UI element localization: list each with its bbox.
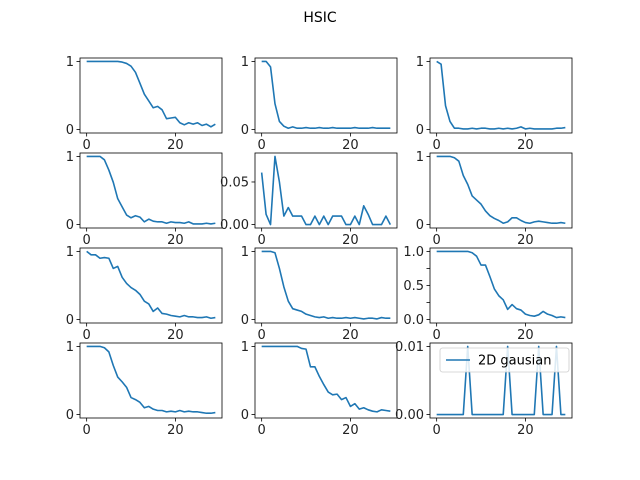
axes-frame: [429, 342, 573, 419]
y-tick-label: 1: [66, 55, 74, 70]
y-tick-label: 0.00: [220, 218, 249, 233]
y-tick-label: 0: [66, 123, 74, 138]
series-line-0: [260, 155, 392, 226]
axes-frame: [79, 152, 223, 229]
x-tick-label: 20: [342, 328, 359, 343]
x-tick-label: 0: [258, 138, 266, 153]
x-tick-label: 20: [342, 233, 359, 248]
x-tick-label: 20: [167, 328, 184, 343]
axes-frame: [79, 247, 223, 324]
subplot-1-1: 0 20 0.00 0.05: [220, 152, 398, 248]
x-tick-label: 0: [433, 233, 441, 248]
subplot-3-0: 0 20 0 1: [66, 340, 223, 438]
x-tick-label: 20: [167, 423, 184, 438]
axes-frame: [79, 57, 223, 134]
y-tick-label: 1: [241, 340, 249, 355]
x-tick-label: 20: [517, 328, 534, 343]
y-tick-label: 1: [241, 55, 249, 70]
legend-entry: 2D gausian: [478, 354, 551, 369]
x-tick-label: 0: [258, 423, 266, 438]
y-tick-label: 0: [66, 313, 74, 328]
y-tick-label: 0.05: [220, 175, 249, 190]
subplot-3-2: 0 20 0.00 0.01 2D gausian: [395, 340, 573, 438]
subplot-3-1: 0 20 0 1: [241, 340, 398, 438]
y-tick-label: 0: [416, 123, 424, 138]
axes-frame: [254, 247, 398, 324]
x-tick-label: 20: [342, 423, 359, 438]
x-tick-label: 0: [83, 328, 91, 343]
x-tick-label: 20: [342, 138, 359, 153]
y-tick-label: 0.5: [403, 279, 424, 294]
series-line-0: [86, 345, 216, 415]
series-line-0: [86, 155, 216, 225]
series-line-0: [261, 250, 391, 320]
y-tick-label: 0: [241, 408, 249, 423]
legend: 2D gausian: [439, 347, 570, 373]
y-tick-label: 1: [66, 150, 74, 165]
y-tick-label: 0: [241, 313, 249, 328]
series-line-0: [86, 60, 216, 128]
x-tick-label: 0: [258, 328, 266, 343]
x-tick-label: 0: [83, 233, 91, 248]
axes-frame: [79, 342, 223, 419]
figure-title: HSIC: [303, 10, 337, 26]
y-tick-label: 1.0: [403, 245, 424, 260]
x-tick-label: 0: [433, 423, 441, 438]
y-tick-label: 0: [416, 218, 424, 233]
subplot-2-2: 0 20 0.0 0.5 1.0: [403, 245, 573, 343]
series-line-0: [436, 345, 566, 416]
axes-frame: [429, 57, 573, 134]
series-line-0: [436, 155, 566, 225]
series-line-0: [261, 60, 391, 130]
y-tick-label: 0.01: [395, 340, 424, 355]
x-tick-label: 20: [167, 233, 184, 248]
x-tick-label: 0: [83, 423, 91, 438]
x-tick-label: 0: [433, 138, 441, 153]
y-tick-label: 1: [416, 150, 424, 165]
y-tick-label: 0: [66, 408, 74, 423]
subplot-0-2: 0 20 0 1: [416, 55, 573, 153]
axes-frame: [254, 57, 398, 134]
y-tick-label: 1: [416, 55, 424, 70]
series-line-0: [261, 345, 391, 413]
subplot-1-2: 0 20 0 1: [416, 150, 573, 248]
series-line-0: [86, 250, 216, 320]
x-tick-label: 0: [258, 233, 266, 248]
axes-frame: [254, 152, 398, 229]
series-line-0: [436, 60, 566, 130]
axes-frame: [429, 152, 573, 229]
x-tick-label: 20: [167, 138, 184, 153]
x-tick-label: 20: [517, 138, 534, 153]
subplot-1-0: 0 20 0 1: [66, 150, 223, 248]
y-tick-label: 0: [241, 123, 249, 138]
axes-frame: [254, 342, 398, 419]
axes-frame: [429, 247, 573, 324]
x-tick-label: 0: [433, 328, 441, 343]
y-tick-label: 0.00: [395, 408, 424, 423]
y-tick-label: 0.0: [403, 313, 424, 328]
series-line-0: [436, 250, 566, 319]
y-tick-label: 1: [241, 245, 249, 260]
subplot-2-0: 0 20 0 1: [66, 245, 223, 343]
legend-box: [439, 347, 570, 373]
x-tick-label: 20: [517, 423, 534, 438]
y-tick-label: 1: [66, 340, 74, 355]
y-tick-label: 1: [66, 245, 74, 260]
subplot-0-0: 0 20 0 1: [66, 55, 223, 153]
y-tick-label: 0: [66, 218, 74, 233]
subplot-2-1: 0 20 0 1: [241, 245, 398, 343]
subplot-0-1: 0 20 0 1: [241, 55, 398, 153]
x-tick-label: 0: [83, 138, 91, 153]
x-tick-label: 20: [517, 233, 534, 248]
